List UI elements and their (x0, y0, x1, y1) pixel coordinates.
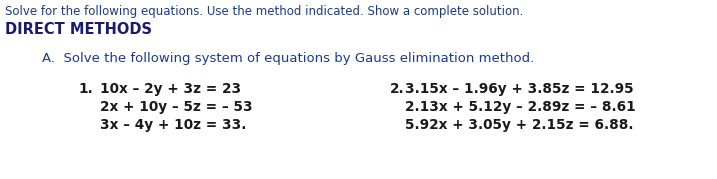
Text: 5.92x + 3.05y + 2.15z = 6.88.: 5.92x + 3.05y + 2.15z = 6.88. (405, 118, 634, 132)
Text: Solve for the following equations. Use the method indicated. Show a complete sol: Solve for the following equations. Use t… (5, 5, 523, 18)
Text: A.  Solve the following system of equations by Gauss elimination method.: A. Solve the following system of equatio… (42, 52, 534, 65)
Text: 1.: 1. (78, 82, 92, 96)
Text: 2.: 2. (390, 82, 404, 96)
Text: 3.15x – 1.96y + 3.85z = 12.95: 3.15x – 1.96y + 3.85z = 12.95 (405, 82, 634, 96)
Text: DIRECT METHODS: DIRECT METHODS (5, 22, 152, 37)
Text: 10x – 2y + 3z = 23: 10x – 2y + 3z = 23 (100, 82, 241, 96)
Text: 3x – 4y + 10z = 33.: 3x – 4y + 10z = 33. (100, 118, 247, 132)
Text: 2.13x + 5.12y – 2.89z = – 8.61: 2.13x + 5.12y – 2.89z = – 8.61 (405, 100, 636, 114)
Text: 2x + 10y – 5z = – 53: 2x + 10y – 5z = – 53 (100, 100, 252, 114)
